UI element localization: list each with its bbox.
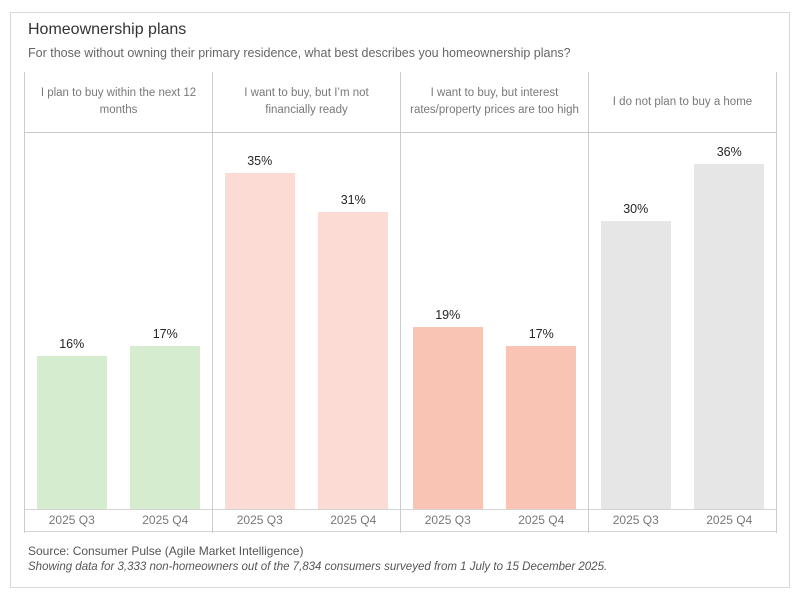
bar-value-label: 19% (435, 308, 461, 322)
bar-cell: 19% (401, 133, 495, 509)
bar-cell: 17% (119, 133, 213, 509)
footnote-caption: Showing data for 3,333 non-homeowners ou… (28, 561, 608, 573)
bar-cell: 17% (495, 133, 589, 509)
bar-cell: 35% (213, 133, 307, 509)
bar-value-label: 35% (247, 154, 273, 168)
chart-card: Homeownership plans For those without ow… (10, 12, 790, 588)
bar[interactable] (36, 356, 107, 509)
axis-tick-label: 2025 Q4 (518, 513, 565, 527)
chart-title: Homeownership plans (28, 21, 187, 38)
bar-value-label: 31% (340, 193, 366, 207)
axis-tick-label: 2025 Q3 (424, 513, 471, 527)
panel-header-label: I do not plan to buy a home (589, 72, 776, 133)
axis-tick-label: 2025 Q3 (48, 513, 95, 527)
bar-cell: 31% (307, 133, 401, 509)
panel: I plan to buy within the next 12 months 1… (25, 72, 213, 533)
panel-header-label: I want to buy, but I’m not financially r… (213, 72, 400, 133)
bar-value-label: 36% (716, 145, 742, 159)
axis-tick-label: 2025 Q4 (706, 513, 753, 527)
axis-tick-label: 2025 Q3 (236, 513, 283, 527)
axis-tick-label: 2025 Q4 (142, 513, 189, 527)
bar-cell: 30% (589, 133, 683, 509)
bar[interactable] (130, 346, 201, 509)
bar[interactable] (506, 346, 577, 509)
bar-value-label: 16% (59, 337, 85, 351)
bar-cell: 16% (25, 133, 119, 509)
bar[interactable] (224, 173, 295, 509)
axis-tick-label: 2025 Q4 (330, 513, 377, 527)
source-caption: Source: Consumer Pulse (Agile Market Int… (28, 544, 304, 558)
axis-tick-label: 2025 Q3 (612, 513, 659, 527)
panel-axis: 2025 Q3 2025 Q4 (25, 510, 212, 532)
bar-value-label: 30% (623, 202, 649, 216)
panel-axis: 2025 Q3 2025 Q4 (213, 510, 400, 532)
panel-axis: 2025 Q3 2025 Q4 (589, 510, 776, 532)
bar[interactable] (600, 221, 671, 509)
bar[interactable] (694, 164, 765, 509)
panel-plot: 19% 17% (401, 133, 588, 510)
chart-panels: I plan to buy within the next 12 months 1… (24, 72, 777, 533)
panel-header-label: I plan to buy within the next 12 months (25, 72, 212, 133)
bar[interactable] (412, 327, 483, 509)
bar-cell: 36% (683, 133, 777, 509)
bar-value-label: 17% (152, 327, 178, 341)
panel: I do not plan to buy a home 30% 36% 2025 Q3… (589, 72, 777, 533)
panel-plot: 16% 17% (25, 133, 212, 510)
panel-plot: 35% 31% (213, 133, 400, 510)
bar[interactable] (318, 212, 389, 509)
panel-header-label: I want to buy, but interest rates/proper… (401, 72, 588, 133)
panel-axis: 2025 Q3 2025 Q4 (401, 510, 588, 532)
chart-subtitle: For those without owning their primary r… (28, 46, 571, 60)
bar-value-label: 17% (528, 327, 554, 341)
panel: I want to buy, but interest rates/proper… (401, 72, 589, 533)
panel: I want to buy, but I’m not financially r… (213, 72, 401, 533)
panel-plot: 30% 36% (589, 133, 776, 510)
